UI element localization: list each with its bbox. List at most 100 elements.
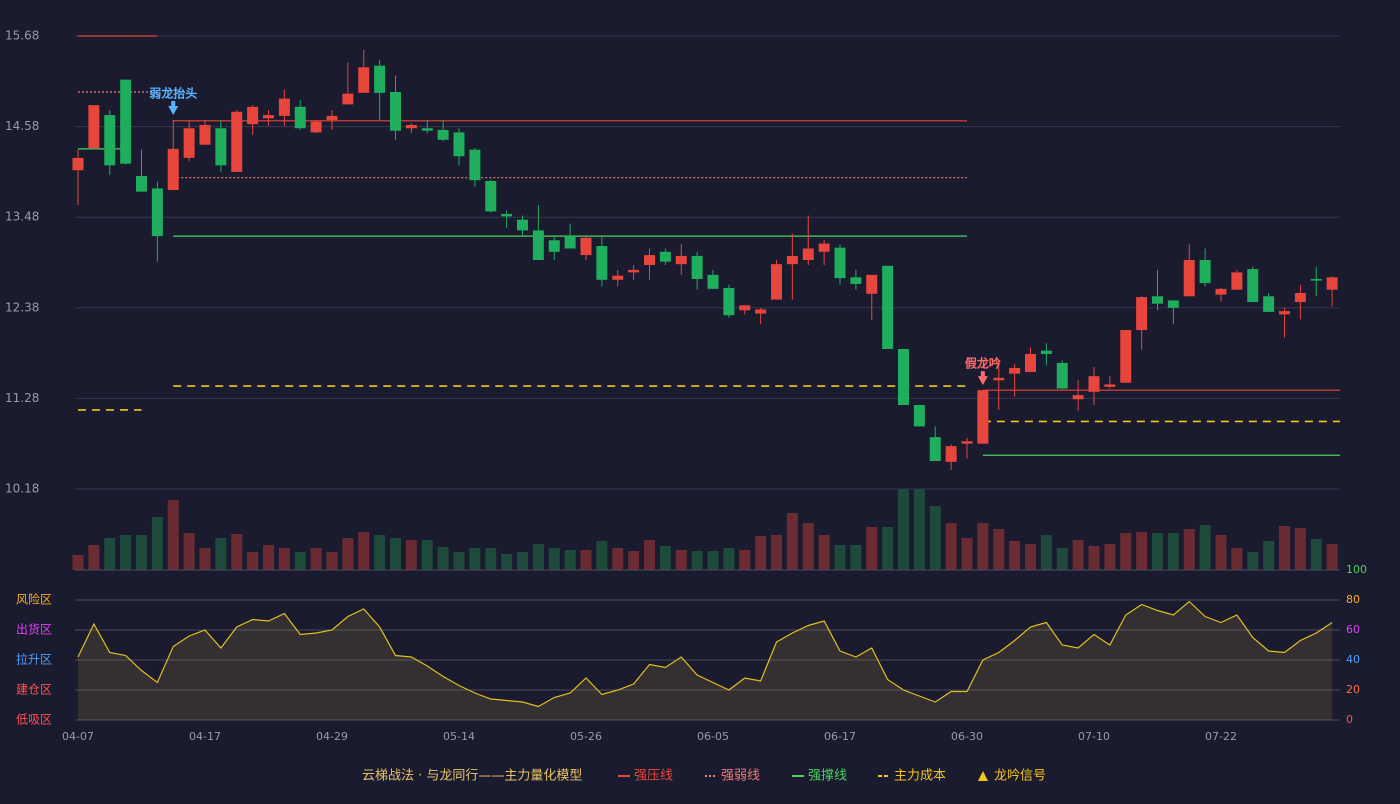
- volume-bar: [913, 489, 925, 570]
- y-tick-label: 12.38: [5, 300, 39, 314]
- volume-bar: [691, 551, 703, 570]
- candle-body: [771, 264, 782, 300]
- candle-body: [167, 148, 179, 191]
- candle-body: [834, 247, 846, 279]
- volume-bar: [945, 523, 957, 570]
- volume-bar: [818, 535, 830, 570]
- candle-body: [691, 255, 703, 279]
- volume-bar: [183, 533, 195, 570]
- candle-body: [1136, 297, 1148, 331]
- x-tick-label: 05-14: [443, 730, 475, 743]
- volume-bar: [707, 551, 719, 570]
- volume-bar: [786, 513, 798, 570]
- candle-body: [961, 441, 973, 444]
- candle-body: [183, 128, 195, 158]
- candle-body: [1025, 353, 1036, 373]
- candle-body: [453, 132, 465, 157]
- candle-body: [517, 219, 528, 231]
- candle-body: [405, 124, 417, 129]
- volume-bar: [1025, 544, 1036, 570]
- zone-label: 拉升区: [16, 652, 52, 667]
- candle-body: [1247, 269, 1259, 303]
- volume-bar: [1247, 552, 1259, 570]
- volume-bar: [1310, 539, 1322, 570]
- volume-bar: [898, 489, 909, 570]
- volume-bar: [469, 548, 481, 570]
- candle-body: [755, 309, 767, 314]
- volume-bar: [1056, 548, 1068, 570]
- volume-bar: [612, 548, 624, 570]
- volume-bar: [596, 541, 608, 570]
- candle-body: [850, 277, 862, 284]
- volume-bar: [961, 538, 973, 570]
- y-tick-label: 100: [1346, 563, 1367, 576]
- candle-body: [739, 305, 751, 311]
- candle-body: [945, 446, 957, 462]
- volume-bar: [866, 527, 878, 570]
- candle-body: [723, 288, 735, 316]
- volume-bar: [136, 535, 147, 570]
- y-tick-label: 60: [1346, 623, 1360, 636]
- candle-body: [644, 255, 655, 265]
- volume-bar: [1279, 526, 1290, 570]
- candle-body: [151, 188, 163, 237]
- candle-body: [326, 115, 338, 121]
- candle-body: [659, 251, 671, 262]
- volume-bar: [628, 551, 640, 570]
- volume-bar: [104, 538, 116, 570]
- legend-label: 龙吟信号: [994, 768, 1046, 784]
- volume-bar: [1136, 532, 1148, 570]
- volume-bar: [1104, 544, 1116, 570]
- candle-body: [929, 437, 941, 461]
- y-tick-label: 13.48: [5, 210, 39, 224]
- candle-body: [1326, 277, 1338, 290]
- volume-bar: [247, 552, 259, 570]
- legend-label: 强压线: [634, 769, 673, 784]
- volume-bar: [231, 534, 243, 570]
- oscillator-line: [77, 600, 1333, 708]
- candle-body: [818, 243, 830, 252]
- candle-body: [532, 230, 544, 261]
- x-tick-label: 04-29: [316, 730, 348, 743]
- volume-bar: [517, 552, 528, 570]
- candle-body: [342, 93, 354, 105]
- candle-body: [374, 65, 386, 93]
- volume-bar: [326, 552, 338, 570]
- y-tick-label: 0: [1346, 713, 1353, 726]
- volume-bar: [850, 545, 862, 570]
- candle-body: [358, 67, 370, 93]
- candle-body: [786, 255, 798, 265]
- volume-bar: [358, 532, 370, 570]
- signal-label: 假龙吟: [965, 356, 1001, 371]
- y-tick-label: 10.18: [5, 482, 39, 496]
- volume-bar: [501, 554, 513, 570]
- candle-body: [977, 390, 989, 444]
- volume-bar: [1326, 544, 1338, 570]
- candle-body: [1056, 362, 1068, 389]
- x-tick-label: 06-17: [824, 730, 856, 743]
- volume-bar: [263, 545, 274, 570]
- candle-body: [1072, 395, 1084, 400]
- volume-bar: [834, 545, 846, 570]
- volume-bar: [167, 500, 179, 570]
- y-tick-label: 14.58: [5, 119, 39, 133]
- x-tick-label: 05-26: [570, 730, 602, 743]
- volume-bar: [1120, 533, 1132, 570]
- candle-body: [1279, 311, 1290, 315]
- zone-label: 建仓区: [16, 683, 52, 697]
- volume-bar: [548, 548, 560, 570]
- candle-body: [1199, 260, 1211, 284]
- volume-bar: [390, 538, 401, 570]
- candle-body: [136, 176, 147, 192]
- candle-body: [1167, 300, 1179, 308]
- volume-bar: [1088, 546, 1100, 570]
- volume-bar: [1199, 525, 1211, 570]
- volume-bar: [215, 538, 227, 570]
- x-tick-label: 06-30: [951, 730, 983, 743]
- candle-body: [390, 92, 401, 131]
- x-tick-label: 06-05: [697, 730, 729, 743]
- y-tick-label: 15.68: [5, 29, 39, 43]
- candle-body: [675, 255, 687, 265]
